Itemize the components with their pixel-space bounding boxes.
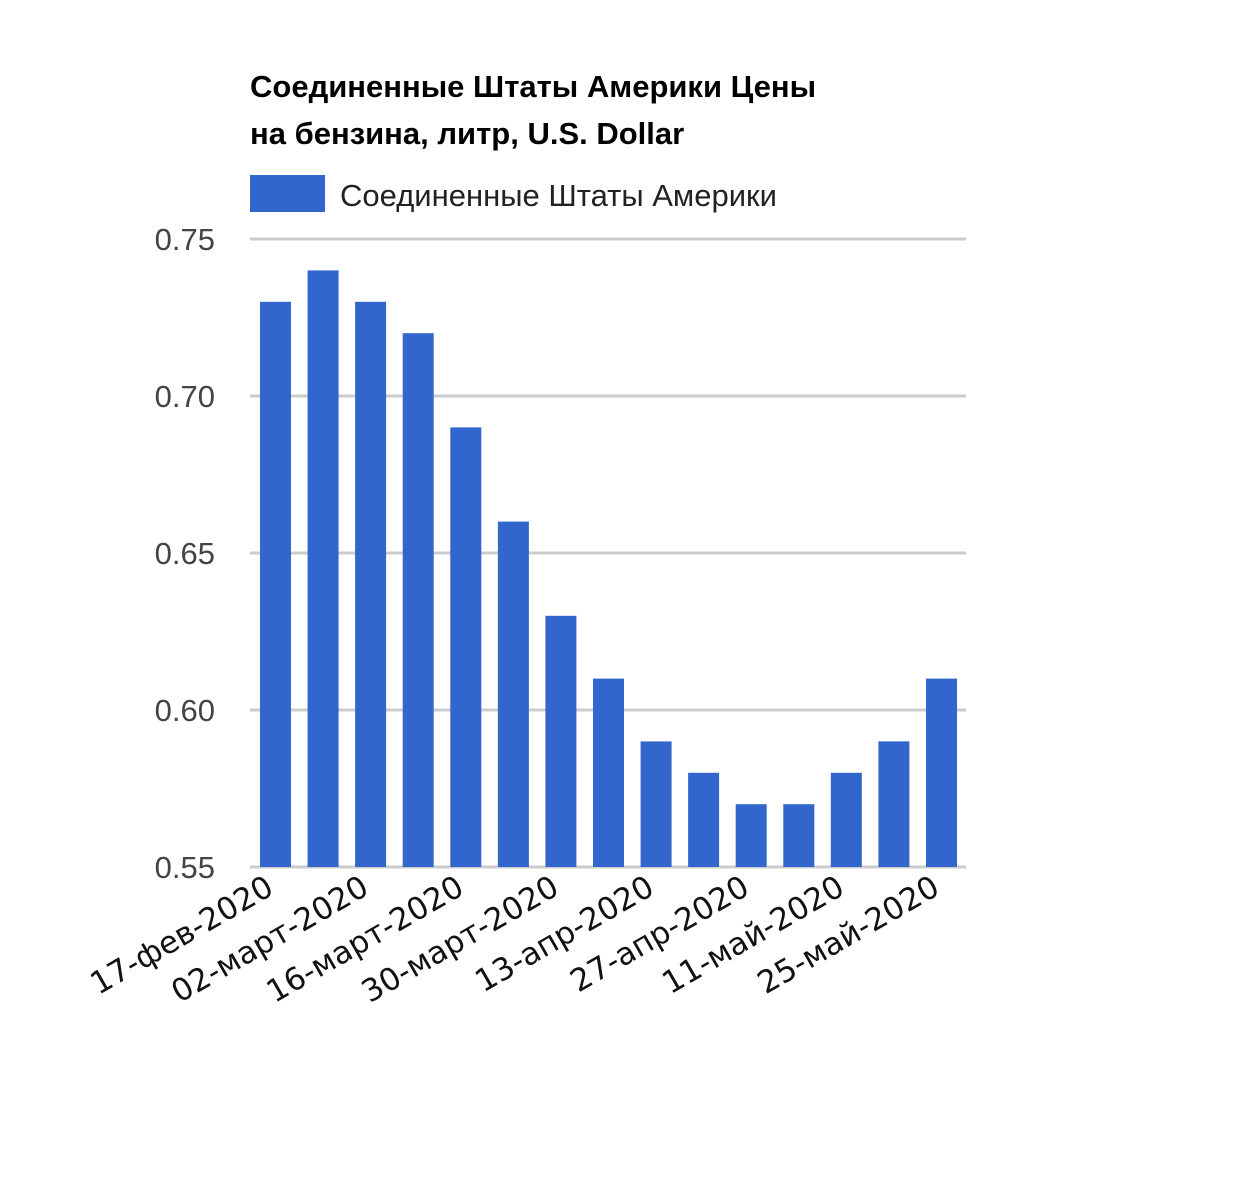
y-tick-label: 0.55 xyxy=(155,850,215,885)
bar xyxy=(545,615,577,867)
y-tick-label: 0.70 xyxy=(155,379,215,414)
y-tick-label: 0.75 xyxy=(155,222,215,257)
bar xyxy=(926,678,957,867)
bar xyxy=(307,270,339,867)
y-tick-label: 0.65 xyxy=(155,536,215,571)
bar xyxy=(593,678,624,867)
bar xyxy=(878,741,910,867)
bar xyxy=(735,804,767,867)
bar xyxy=(260,301,291,867)
legend-swatch xyxy=(250,175,325,212)
chart-title-line-2: на бензина, литр, U.S. Dollar xyxy=(250,116,684,151)
bar xyxy=(688,772,720,867)
x-axis-ticks: 17-фев-202002-март-202016-март-202030-ма… xyxy=(84,869,945,1011)
bar xyxy=(783,804,815,867)
y-axis-ticks: 0.55 0.60 0.65 0.70 0.75 xyxy=(155,222,215,885)
chart-title-line-1: Соединенные Штаты Америки Цены xyxy=(250,69,816,104)
bar xyxy=(640,741,672,867)
bar xyxy=(497,521,529,867)
bars xyxy=(260,270,957,867)
bar xyxy=(450,427,482,867)
bar xyxy=(830,772,862,867)
legend: Соединенные Штаты Америки xyxy=(250,175,777,213)
legend-label: Соединенные Штаты Америки xyxy=(340,178,777,213)
y-tick-label: 0.60 xyxy=(155,693,215,728)
bar xyxy=(355,301,387,867)
bar xyxy=(402,333,434,867)
